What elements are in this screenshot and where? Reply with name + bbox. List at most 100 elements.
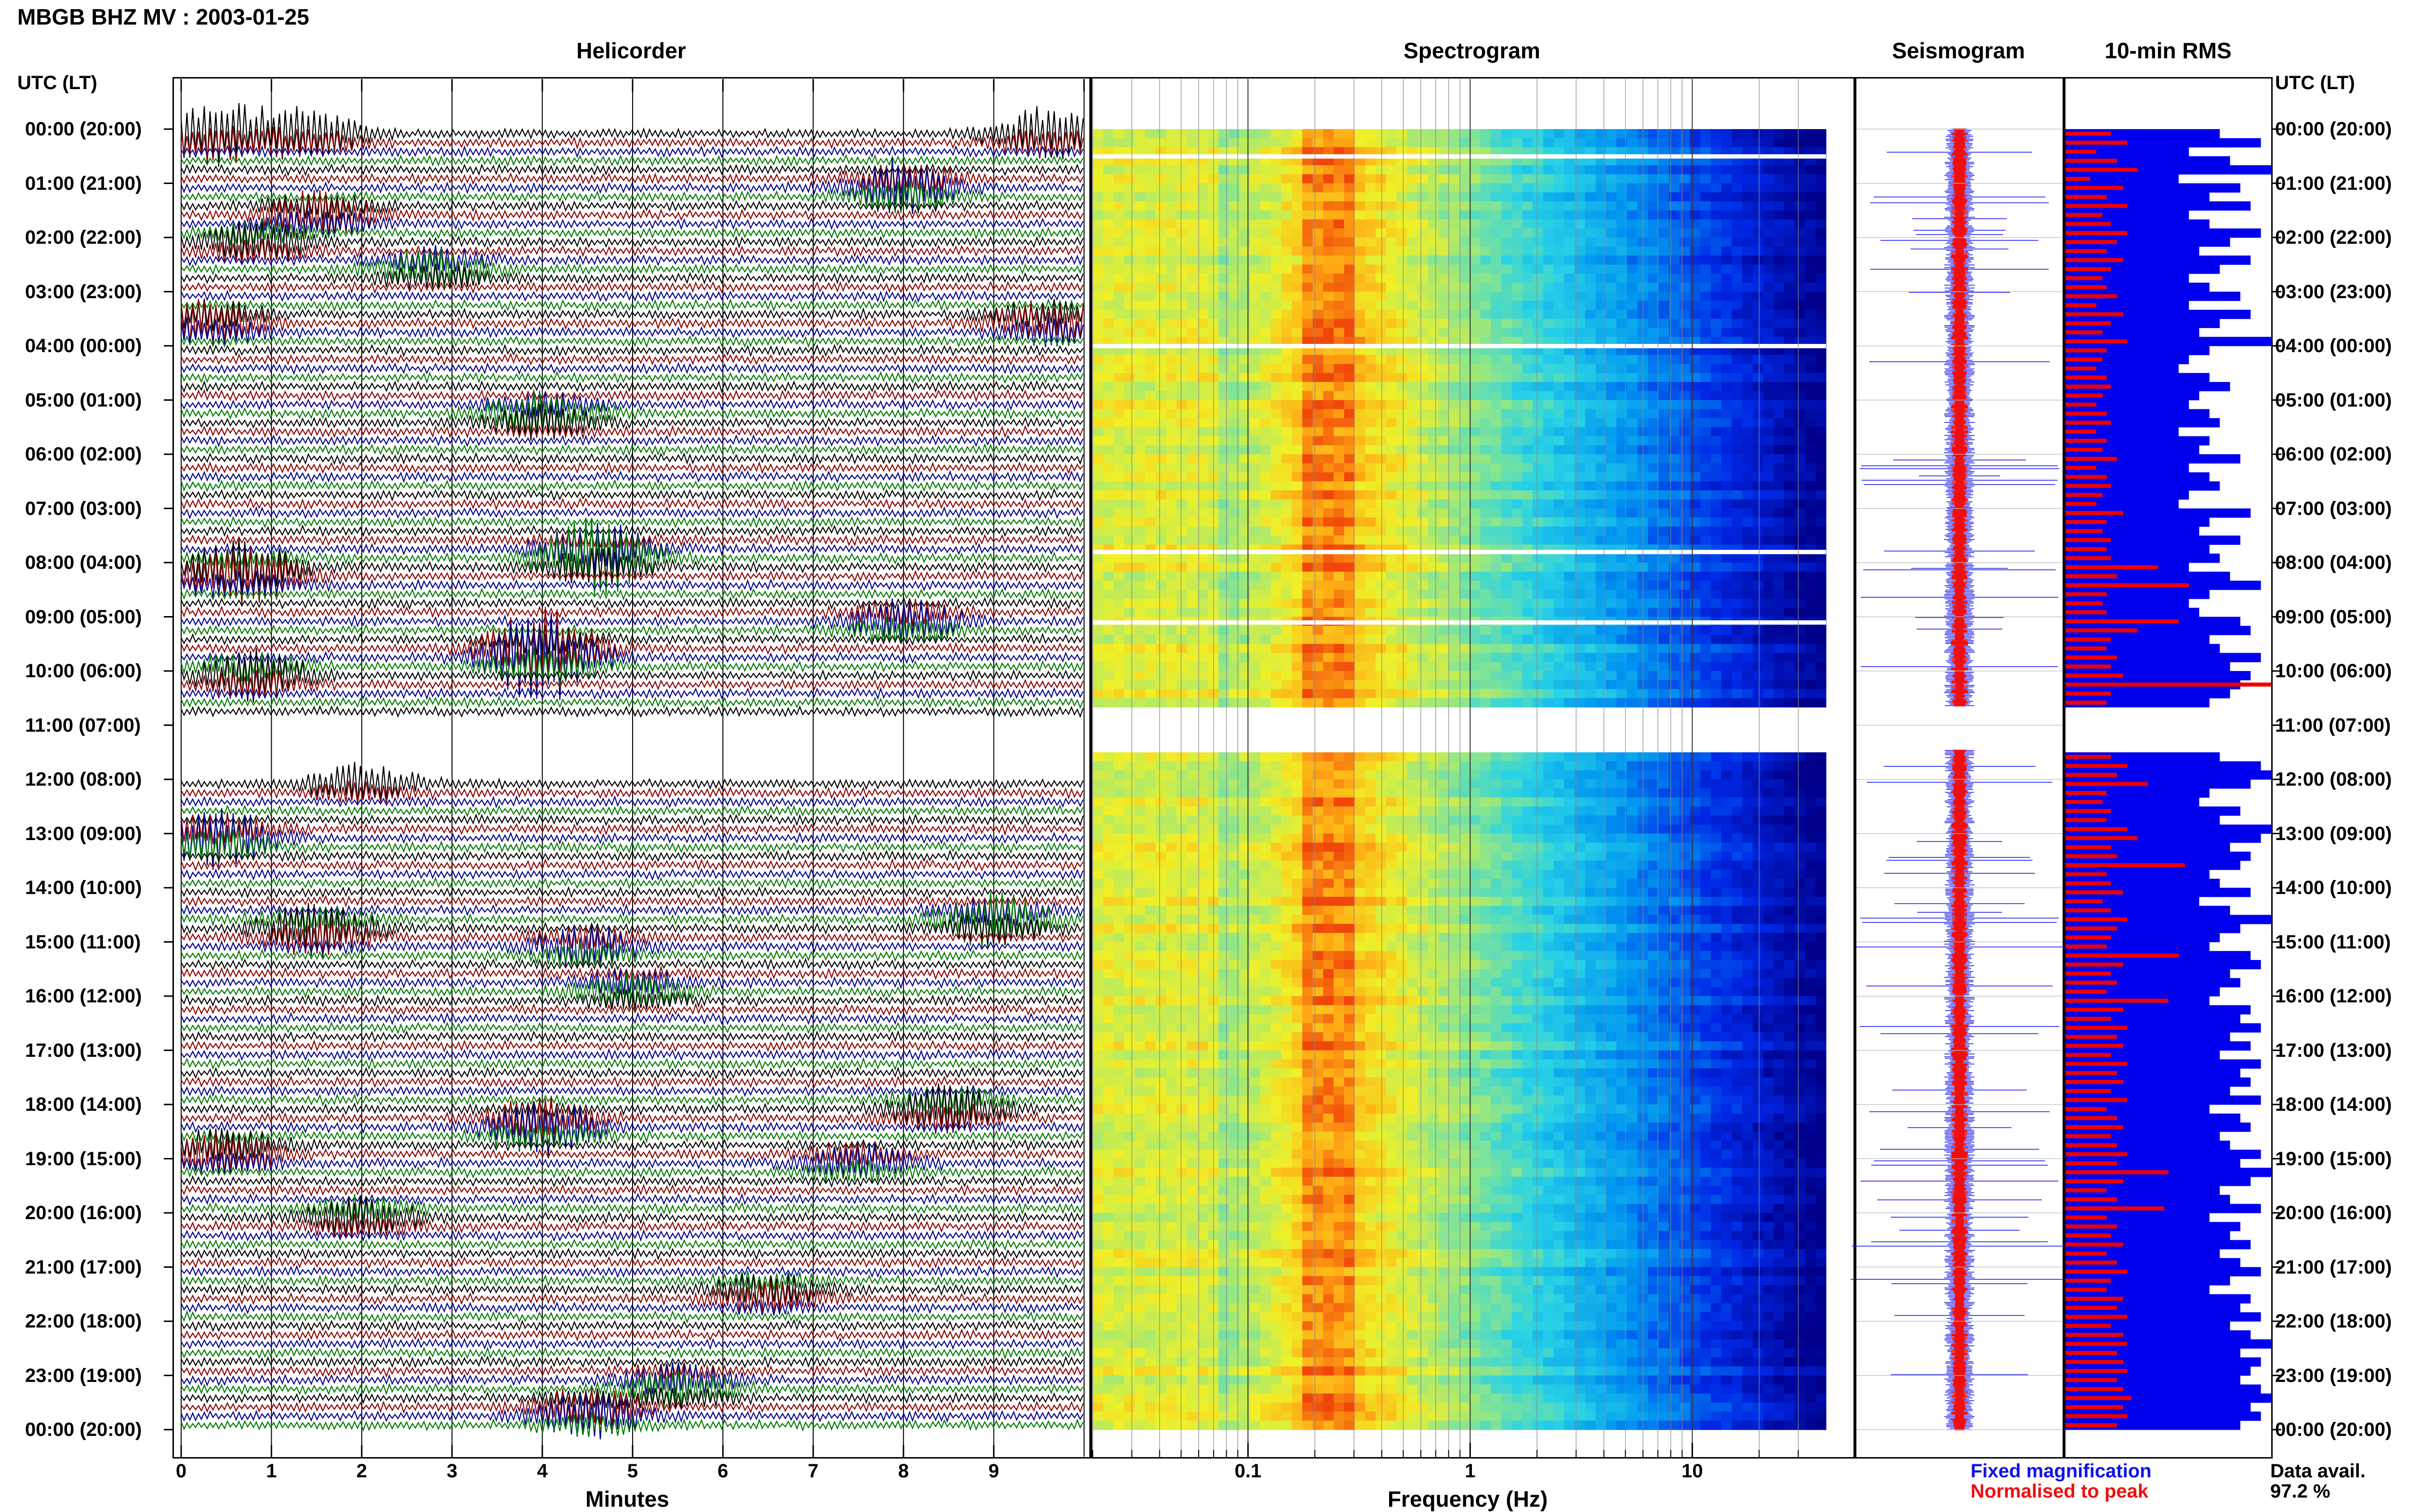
- helicorder-trace-line: [181, 1328, 1084, 1341]
- time-label-left: 21:00 (17:00): [25, 1256, 142, 1278]
- helicorder-trace-line: [180, 606, 1084, 682]
- spectrogram-cells: [1093, 129, 1827, 1430]
- rms-bar-fixed: [2065, 761, 2261, 771]
- rms-bar-normalised: [2065, 1170, 2169, 1174]
- rms-bar-fixed: [2065, 1177, 2251, 1186]
- time-label-right: 18:00 (14:00): [2275, 1094, 2392, 1115]
- rms-bar-normalised: [2065, 1125, 2123, 1130]
- helicorder-trace-line: [181, 343, 1084, 357]
- helicorder-trace-line: [180, 164, 1084, 194]
- rms-bar-normalised: [2065, 474, 2107, 479]
- helicorder-trace-line: [181, 1175, 1084, 1188]
- rms-bar-normalised: [2065, 1414, 2128, 1419]
- rms-bar-fixed: [2065, 896, 2199, 907]
- helicorder-trace-line: [180, 158, 1084, 214]
- rms-bar-normalised: [2065, 683, 2271, 687]
- rms-bar-normalised: [2065, 547, 2107, 552]
- helicorder-trace-line: [181, 1368, 1084, 1409]
- time-label-right: 09:00 (05:00): [2275, 606, 2392, 628]
- rms-bar-fixed: [2065, 1141, 2230, 1150]
- helicorder-trace-line: [180, 452, 1084, 465]
- helicorder-trace-line: [181, 598, 1084, 642]
- rms-bar-fixed: [2065, 626, 2251, 635]
- rms-frame: [2064, 77, 2273, 1459]
- time-label-right: 13:00 (09:00): [2275, 823, 2392, 844]
- helicorder-trace-line: [180, 1123, 1084, 1151]
- helicorder-trace-line: [180, 1095, 1084, 1136]
- rms-bar-fixed: [2065, 888, 2251, 897]
- time-label-right: 15:00 (11:00): [2275, 931, 2391, 953]
- time-label-left: 19:00 (15:00): [25, 1148, 142, 1170]
- data-availability-value: 97.2 %: [2270, 1481, 2330, 1502]
- rms-bar-normalised: [2065, 827, 2128, 831]
- helicorder-trace-line: [181, 280, 1084, 294]
- rms-bar-fixed: [2065, 815, 2220, 825]
- time-label-left: 05:00 (01:00): [25, 389, 142, 411]
- rms-bar-fixed: [2065, 237, 2230, 247]
- rms-bar-fixed: [2065, 174, 2179, 184]
- helicorder-trace-line: [181, 443, 1084, 457]
- rms-bar-fixed: [2065, 291, 2240, 301]
- rms-bar-normalised: [2065, 1134, 2111, 1138]
- time-label-left: 00:00 (20:00): [25, 1419, 142, 1440]
- rms-bar-fixed: [2065, 427, 2179, 437]
- helicorder-trace-line: [180, 479, 1084, 492]
- helicorder-trace-line: [181, 245, 1084, 273]
- rms-bar-fixed: [2065, 264, 2220, 274]
- rms-bar-normalised: [2065, 655, 2117, 660]
- rms-bar-normalised: [2065, 1269, 2128, 1274]
- helicorder-trace-line: [180, 1412, 1084, 1437]
- helicorder-trace-line: [181, 289, 1084, 303]
- rms-bar-normalised: [2065, 863, 2185, 868]
- rms-bar-normalised: [2065, 1360, 2123, 1364]
- rms-bar-fixed: [2065, 129, 2220, 139]
- chart-title: MBGB BHZ MV : 2003-01-25: [17, 4, 309, 29]
- rms-bar-fixed: [2065, 1303, 2240, 1313]
- rms-bar-normalised: [2065, 1315, 2128, 1319]
- helicorder-trace-line: [181, 1104, 1084, 1158]
- helicorder-trace-line: [180, 965, 1084, 981]
- rms-bar-fixed: [2065, 599, 2189, 608]
- time-label-right: 10:00 (06:00): [2275, 660, 2392, 682]
- time-label-right: 01:00 (21:00): [2275, 172, 2392, 194]
- helicorder-trace-line: [181, 1319, 1084, 1332]
- rms-bar-fixed: [2065, 879, 2220, 888]
- rms-bar-fixed: [2065, 1131, 2220, 1141]
- rms-bar-fixed: [2065, 1222, 2240, 1232]
- rms-bar-normalised: [2065, 430, 2096, 434]
- rms-bar-fixed: [2065, 210, 2189, 220]
- helicorder-trace-line: [181, 404, 1084, 441]
- helicorder-trace-line: [181, 210, 1084, 238]
- rms-bar-normalised: [2065, 791, 2107, 795]
- rms-bar-fixed: [2065, 1113, 2240, 1123]
- rms-bar-normalised: [2065, 1396, 2131, 1400]
- rms-bar-fixed: [2065, 147, 2189, 157]
- rms-bar-normalised: [2065, 1423, 2117, 1427]
- helicorder-trace-line: [180, 1131, 1084, 1175]
- helicorder-trace-line: [180, 298, 1084, 331]
- rms-bar-fixed: [2065, 1077, 2251, 1087]
- rms-bar-fixed: [2065, 274, 2189, 283]
- rms-bar-normalised: [2065, 493, 2103, 497]
- spectrogram-x-tick-label: 1: [1465, 1460, 1476, 1482]
- rms-bar-normalised: [2065, 249, 2107, 253]
- helicorder-trace-line: [181, 470, 1084, 484]
- rms-bar-fixed: [2065, 779, 2251, 789]
- helicorder-trace-line: [180, 687, 1084, 701]
- rms-bar-fixed: [2065, 788, 2210, 798]
- helicorder-trace-line: [181, 1310, 1084, 1324]
- rms-bar-normalised: [2065, 908, 2111, 913]
- rms-bar-fixed: [2065, 328, 2199, 337]
- rms-bar-normalised: [2065, 339, 2128, 343]
- rms-header: 10-min RMS: [2105, 38, 2232, 63]
- helicorder-trace-line: [180, 571, 1084, 598]
- rms-bar-normalised: [2065, 421, 2111, 425]
- helicorder-trace-line: [180, 868, 1084, 881]
- rms-bar-fixed: [2065, 987, 2220, 997]
- rms-bar-fixed: [2065, 337, 2271, 346]
- helicorder-trace-line: [180, 1346, 1084, 1360]
- rms-bar-fixed: [2065, 1122, 2251, 1132]
- rms-bar-fixed: [2065, 915, 2271, 924]
- helicorder-trace-line: [180, 829, 1084, 865]
- rms-bar-normalised: [2065, 628, 2138, 632]
